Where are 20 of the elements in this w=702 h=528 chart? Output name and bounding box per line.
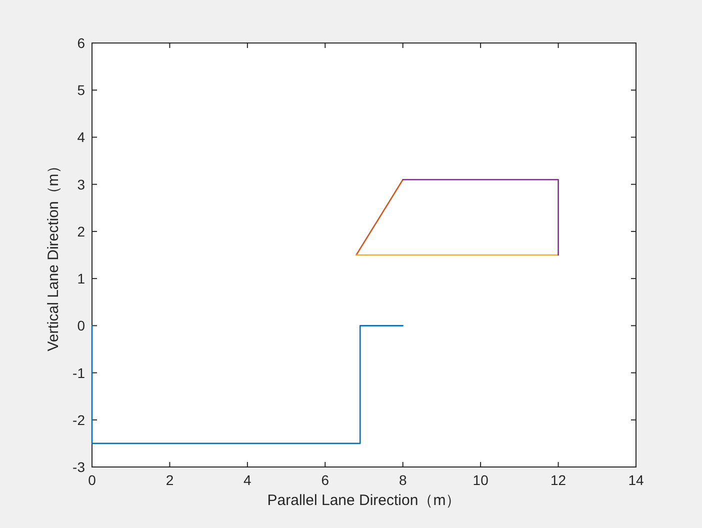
x-tick-label: 6 <box>321 472 330 488</box>
y-tick-label: 0 <box>77 318 86 334</box>
y-tick-label: -3 <box>72 459 86 475</box>
y-tick-label: -1 <box>72 364 86 381</box>
y-tick-label: 3 <box>77 176 86 192</box>
x-tick-label: 2 <box>166 472 174 488</box>
y-tick-label: 4 <box>77 129 86 146</box>
y-tick-label: 5 <box>77 82 86 98</box>
x-tick-label: 4 <box>244 472 252 488</box>
x-tick-label: 0 <box>88 472 96 488</box>
x-tick-label: 14 <box>628 472 644 488</box>
y-tick-label: -2 <box>72 412 86 428</box>
y-tick-label: 6 <box>77 35 86 51</box>
y-tick-label: 2 <box>77 223 86 240</box>
x-tick-label: 12 <box>550 472 566 488</box>
y-axis-title: Vertical Lane Direction（m） <box>45 158 62 352</box>
x-axis-title: Parallel Lane Direction（m） <box>267 492 461 509</box>
x-tick-label: 10 <box>472 472 489 488</box>
y-tick-label: 1 <box>77 270 86 287</box>
x-tick-label: 8 <box>398 472 407 488</box>
